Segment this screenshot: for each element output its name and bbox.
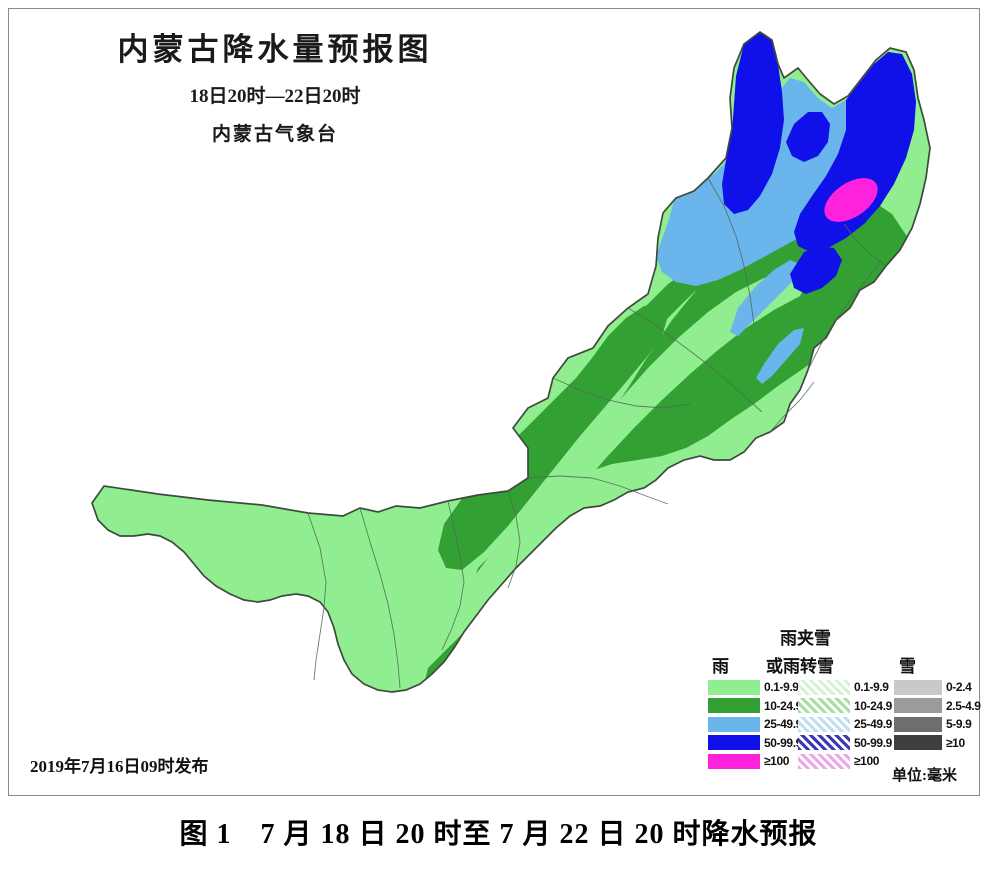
legend-label: 0.1-9.9 <box>764 680 799 695</box>
legend-item: 25-49.9 <box>798 715 892 734</box>
band-100plus-core <box>824 178 878 222</box>
precipitation-map <box>91 30 931 693</box>
legend-label: 50-99.9 <box>854 735 892 750</box>
legend-item: 0.1-9.9 <box>798 678 892 697</box>
figure-caption: 图 1 7 月 18 日 20 时至 7 月 22 日 20 时降水预报 <box>179 819 818 850</box>
legend-label: 0.1-9.9 <box>854 680 889 695</box>
core-0.1-9.9-central <box>488 272 808 574</box>
band-50-99.9-mid <box>786 112 830 162</box>
legend-column-sleet: 0.1-9.9 10-24.9 25-49.9 50-99.9 ≥100 <box>798 678 892 771</box>
legend-swatch <box>708 735 760 751</box>
legend-label: 2.5-4.9 <box>946 698 981 713</box>
legend-heading-sleet-line2: 或雨转雪 <box>766 657 834 676</box>
legend-item: 5-9.9 <box>894 715 981 734</box>
legend-column-rain: 0.1-9.9 10-24.9 25-49.9 50-99.9 ≥100 <box>708 678 802 771</box>
legend-swatch-hatched <box>798 716 850 732</box>
legend-label: ≥10 <box>946 735 965 750</box>
legend-item: ≥100 <box>708 752 802 771</box>
legend-swatch-hatched <box>798 698 850 714</box>
legend-swatch <box>894 716 942 732</box>
legend-label: 25-49.9 <box>854 717 892 732</box>
legend-label: 10-24.9 <box>854 698 892 713</box>
legend-swatch-hatched <box>798 679 850 695</box>
legend-swatch <box>708 698 760 714</box>
legend-label: 5-9.9 <box>946 717 972 732</box>
map-issuer: 内蒙古气象台 <box>211 124 338 145</box>
legend-swatch <box>894 679 942 695</box>
legend-label: ≥100 <box>764 754 790 769</box>
band-50-99.9-nw <box>722 32 784 214</box>
legend-label: 50-99.9 <box>764 735 802 750</box>
legend-swatch <box>708 679 760 695</box>
legend-item: 10-24.9 <box>798 697 892 716</box>
legend-swatch <box>708 716 760 732</box>
legend-item: 2.5-4.9 <box>894 697 981 716</box>
legend-unit: 单位:毫米 <box>892 768 957 784</box>
prefecture-boundaries <box>307 177 887 689</box>
legend-heading-sleet-line1: 雨夹雪 <box>780 629 831 648</box>
legend-swatch-hatched <box>798 753 850 769</box>
issue-stamp: 2019年7月16日09时发布 <box>30 757 209 776</box>
map-title: 内蒙古降水量预报图 <box>117 32 433 67</box>
legend-item: 0.1-9.9 <box>708 678 802 697</box>
band-50-99.9-ne <box>794 52 916 252</box>
band-25-49.9-ribbon <box>730 260 800 336</box>
legend-item: ≥100 <box>798 752 892 771</box>
legend-swatch <box>708 753 760 769</box>
legend-item: 10-24.9 <box>708 697 802 716</box>
band-25-49.9-ribbon2 <box>756 328 804 384</box>
legend-label: 25-49.9 <box>764 717 802 732</box>
legend-item: ≥10 <box>894 734 981 753</box>
legend-swatch <box>894 698 942 714</box>
legend-item: 50-99.9 <box>708 734 802 753</box>
legend-item: 50-99.9 <box>798 734 892 753</box>
legend-heading-snow: 雪 <box>899 657 916 676</box>
legend-label: 10-24.9 <box>764 698 802 713</box>
band-50-99.9-tail <box>790 246 842 294</box>
legend-swatch-hatched <box>798 735 850 751</box>
band-10-24.9-nw-lobe <box>438 304 668 570</box>
title-block: 内蒙古降水量预报图 18日20时—22日20时 内蒙古气象台 <box>60 24 490 146</box>
legend-label: 0-2.4 <box>946 680 972 695</box>
legend-swatch <box>894 735 942 751</box>
legend: 雨 雨夹雪 或雨转雪 雪 0.1-9.9 10-24.9 25-49.9 50-… <box>706 616 981 788</box>
legend-item: 0-2.4 <box>894 678 981 697</box>
legend-heading-rain: 雨 <box>712 657 729 676</box>
province-outline <box>91 30 931 693</box>
map-period: 18日20时—22日20时 <box>189 86 361 107</box>
legend-item: 25-49.9 <box>708 715 802 734</box>
legend-label: ≥100 <box>854 754 880 769</box>
legend-column-snow: 0-2.4 2.5-4.9 5-9.9 ≥10 <box>894 678 981 752</box>
